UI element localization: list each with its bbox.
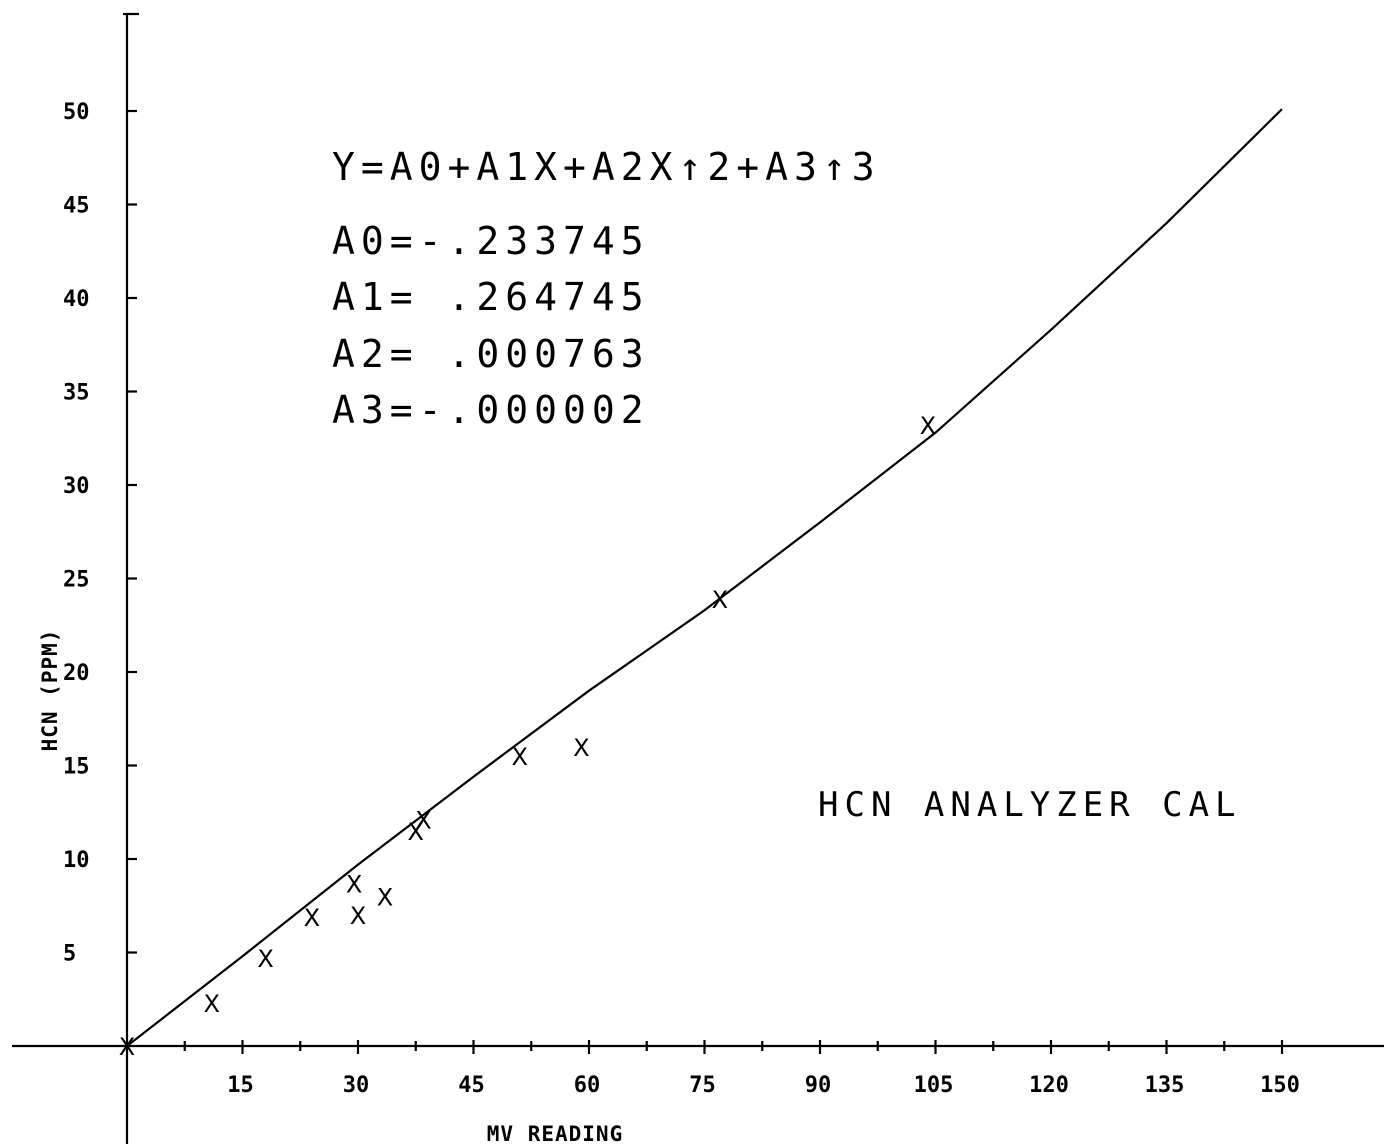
x-tick-label: 120 [1029, 1073, 1069, 1098]
y-tick-label: 35 [63, 381, 90, 406]
x-tick-label: 135 [1145, 1073, 1185, 1098]
y-tick-label: 25 [63, 568, 90, 593]
x-tick-label: 45 [458, 1073, 485, 1098]
y-axis-label: HCN (PPM) [38, 629, 62, 752]
data-point: X [304, 904, 320, 932]
y-tick-label: 5 [63, 942, 76, 967]
data-point: X [415, 807, 431, 835]
y-tick-label: 40 [63, 287, 90, 312]
x-tick-label: 60 [574, 1073, 601, 1098]
y-tick-label: 10 [63, 848, 90, 873]
data-point: X [511, 743, 527, 771]
x-tick-label: 90 [805, 1073, 832, 1098]
y-tick-label: 30 [63, 474, 90, 499]
x-axis-label: MV READING [487, 1122, 623, 1146]
coefficient-a0: A0=-.233745 [332, 219, 650, 263]
coefficient-a1: A1= .264745 [332, 275, 650, 319]
data-point: X [346, 870, 362, 898]
data-point: X [203, 990, 219, 1018]
x-tick-label: 15 [227, 1073, 254, 1098]
fit-line [126, 108, 1283, 1047]
y-tick-label: 45 [63, 194, 90, 219]
x-tick-label: 75 [689, 1073, 716, 1098]
data-point: X [408, 818, 424, 846]
y-tick-label: 20 [63, 661, 90, 686]
data-point: X [350, 902, 366, 930]
x-tick-label: 105 [914, 1073, 954, 1098]
ticks: 5 10 15 20 25 30 35 40 45 50 15 30 45 60 75 90 105 120 135… [63, 100, 1300, 1098]
data-point: X [573, 734, 589, 762]
coefficient-a2: A2= .000763 [332, 332, 650, 376]
x-tick-label: 150 [1260, 1073, 1300, 1098]
x-tick-label: 30 [343, 1073, 370, 1098]
coefficient-a3: A3=-.000002 [332, 388, 650, 432]
data-point: X [377, 883, 393, 911]
chart-title: HCN ANALYZER CAL [818, 785, 1242, 825]
y-tick-label: 15 [63, 755, 90, 780]
equation-text: Y=A0+A1X+A2X↑2+A3↑3 [332, 145, 881, 189]
y-tick-label: 50 [63, 100, 90, 125]
data-point: X [920, 412, 936, 440]
data-point: X [119, 1033, 135, 1061]
data-point: X [257, 945, 273, 973]
data-point: X [712, 586, 728, 614]
